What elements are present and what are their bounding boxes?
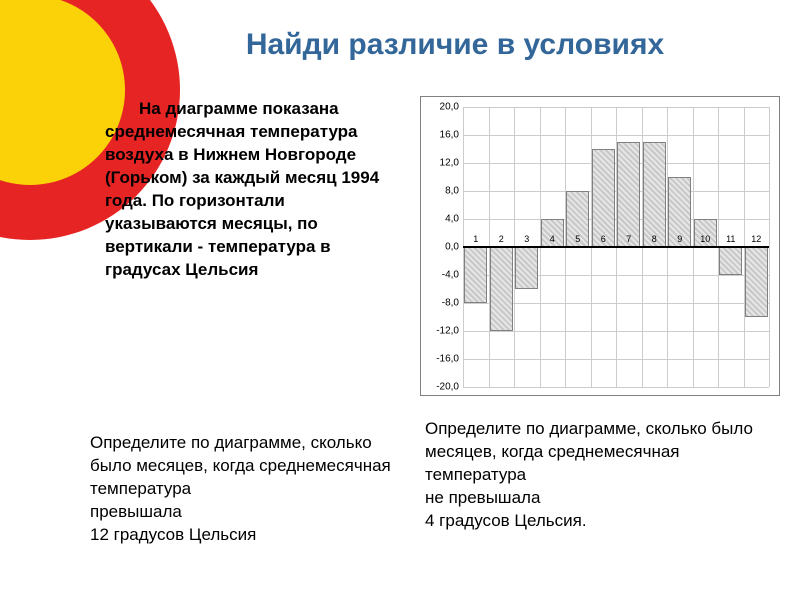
- y-tick-label: 4,0: [445, 214, 459, 225]
- x-tick-label: 8: [652, 234, 657, 244]
- y-tick-label: -4,0: [442, 270, 459, 281]
- x-tick-label: 10: [700, 234, 710, 244]
- chart-inner: -20,0-16,0-12,0-8,0-4,00,04,08,012,016,0…: [427, 103, 773, 389]
- gridline-h: [463, 387, 769, 388]
- gridline-v: [769, 107, 770, 387]
- zero-axis: [463, 246, 769, 248]
- x-tick-label: 12: [751, 234, 761, 244]
- page-title: Найди различие в условиях: [140, 28, 770, 62]
- y-tick-label: 8,0: [445, 186, 459, 197]
- bar: [592, 149, 615, 247]
- bar: [719, 247, 742, 275]
- left-question: Определите по диаграмме, сколько было ме…: [90, 432, 410, 547]
- y-tick-label: 16,0: [440, 130, 459, 141]
- x-tick-label: 5: [575, 234, 580, 244]
- y-tick-label: -8,0: [442, 298, 459, 309]
- bar: [490, 247, 513, 331]
- bar: [643, 142, 666, 247]
- bar: [745, 247, 768, 317]
- x-tick-label: 4: [550, 234, 555, 244]
- y-tick-label: 0,0: [445, 242, 459, 253]
- left-paragraph: На диаграмме показана среднемесячная тем…: [105, 98, 395, 282]
- x-tick-label: 3: [524, 234, 529, 244]
- y-axis-labels: -20,0-16,0-12,0-8,0-4,00,04,08,012,016,0…: [427, 103, 461, 389]
- chart-container: -20,0 -16,0 -12,0 -8,0 -4,0 0,0 4,0 8,0 12,0 16,0…: [420, 96, 780, 396]
- slide: Найди различие в условиях На диаграмме п…: [0, 0, 800, 600]
- x-tick-label: 9: [677, 234, 682, 244]
- bar: [617, 142, 640, 247]
- y-tick-label: 12,0: [440, 158, 459, 169]
- bar: [515, 247, 538, 289]
- x-tick-label: 1: [473, 234, 478, 244]
- y-tick-label: -20,0: [436, 382, 459, 393]
- x-tick-label: 6: [601, 234, 606, 244]
- y-tick-label: 20,0: [440, 102, 459, 113]
- y-tick-label: -12,0: [436, 326, 459, 337]
- x-tick-label: 7: [626, 234, 631, 244]
- x-tick-label: 2: [499, 234, 504, 244]
- right-question: Определите по диаграмме, сколько было ме…: [425, 418, 775, 533]
- plot-area: 123456789101112: [463, 107, 769, 387]
- x-tick-label: 11: [726, 234, 735, 244]
- bar: [464, 247, 487, 303]
- y-tick-label: -16,0: [436, 354, 459, 365]
